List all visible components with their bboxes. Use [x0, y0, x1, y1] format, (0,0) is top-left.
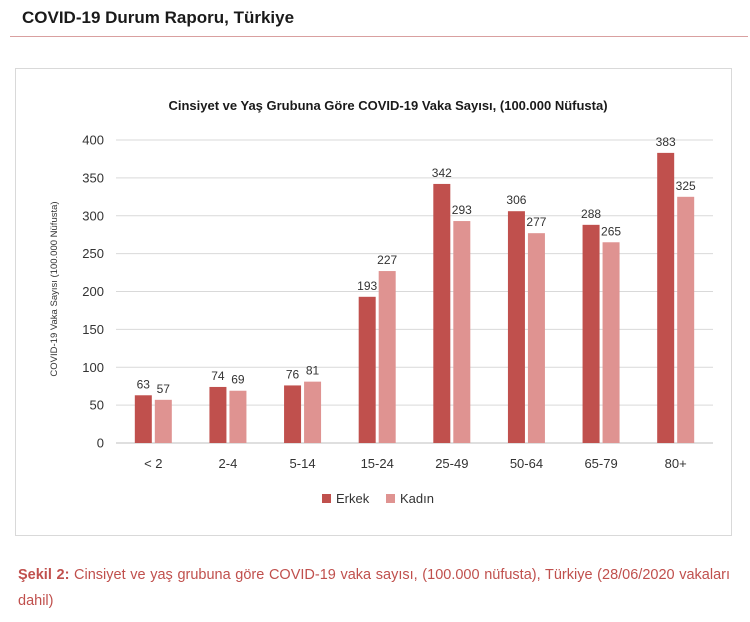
- data-label: 342: [432, 166, 452, 180]
- data-label: 69: [231, 373, 245, 387]
- x-tick-label: 2-4: [219, 456, 238, 471]
- data-label: 277: [526, 215, 546, 229]
- x-tick-label: 80+: [665, 456, 687, 471]
- bar-kadin: [154, 399, 172, 443]
- bar-kadin: [453, 221, 471, 443]
- data-label: 193: [357, 279, 377, 293]
- legend-label: Kadın: [400, 491, 434, 506]
- x-tick-label: < 2: [144, 456, 162, 471]
- bar-erkek: [582, 224, 600, 443]
- legend-label: Erkek: [336, 491, 370, 506]
- bar-erkek: [657, 152, 675, 443]
- y-tick-label: 150: [82, 322, 104, 337]
- y-tick-label: 300: [82, 208, 104, 223]
- chart-container: Cinsiyet ve Yaş Grubuna Göre COVID-19 Va…: [15, 68, 732, 536]
- x-tick-label: 5-14: [290, 456, 316, 471]
- y-axis-label: COVID-19 Vaka Sayısı (100.000 Nüfusta): [49, 201, 60, 376]
- y-tick-label: 250: [82, 246, 104, 261]
- legend-swatch-kadin: [386, 494, 395, 503]
- bar-chart: Cinsiyet ve Yaş Grubuna Göre COVID-19 Va…: [49, 98, 713, 506]
- bar-kadin: [304, 381, 322, 443]
- x-axis: < 2 2-4 5-14 15-24 25-49 50-64 65-79 80+: [144, 456, 687, 471]
- y-tick-label: 100: [82, 360, 104, 375]
- bar-kadin: [378, 271, 396, 443]
- data-label: 227: [377, 253, 397, 267]
- bars: [134, 152, 695, 443]
- data-label: 288: [581, 207, 601, 221]
- y-tick-label: 400: [82, 133, 104, 148]
- data-label: 383: [656, 135, 676, 149]
- bar-erkek: [209, 386, 227, 443]
- x-tick-label: 65-79: [584, 456, 617, 471]
- bar-erkek: [284, 385, 302, 443]
- y-tick-label: 0: [97, 436, 104, 451]
- data-label: 265: [601, 224, 621, 238]
- data-label: 76: [286, 367, 300, 381]
- bar-kadin: [602, 242, 620, 443]
- bar-erkek: [358, 296, 376, 443]
- data-label: 293: [452, 203, 472, 217]
- legend-swatch-erkek: [322, 494, 331, 503]
- data-label: 57: [157, 382, 171, 396]
- bar-kadin: [677, 196, 695, 443]
- bar-erkek: [433, 183, 451, 443]
- figure-caption: Şekil 2: Cinsiyet ve yaş grubuna göre CO…: [18, 562, 730, 614]
- y-tick-label: 200: [82, 284, 104, 299]
- caption-label: Şekil 2:: [18, 567, 70, 583]
- bar-kadin: [229, 390, 247, 443]
- data-label: 325: [676, 179, 696, 193]
- data-label: 81: [306, 364, 320, 378]
- y-axis: 0 50 100 150 200 250 300 350 400: [82, 133, 104, 451]
- legend: Erkek Kadın: [322, 491, 434, 506]
- x-tick-label: 25-49: [435, 456, 468, 471]
- x-tick-label: 50-64: [510, 456, 543, 471]
- bar-kadin: [527, 233, 545, 443]
- header-divider: [10, 36, 748, 37]
- data-label: 63: [137, 377, 151, 391]
- data-label: 306: [506, 193, 526, 207]
- bar-erkek: [507, 211, 525, 443]
- bar-erkek: [134, 395, 152, 443]
- gridlines: [116, 139, 713, 444]
- y-tick-label: 50: [90, 398, 104, 413]
- report-title: COVID-19 Durum Raporu, Türkiye: [22, 8, 295, 27]
- caption-text: Cinsiyet ve yaş grubuna göre COVID-19 va…: [18, 567, 731, 609]
- data-label: 74: [211, 369, 225, 383]
- x-tick-label: 15-24: [361, 456, 394, 471]
- y-tick-label: 350: [82, 170, 104, 185]
- chart-title: Cinsiyet ve Yaş Grubuna Göre COVID-19 Va…: [168, 98, 607, 113]
